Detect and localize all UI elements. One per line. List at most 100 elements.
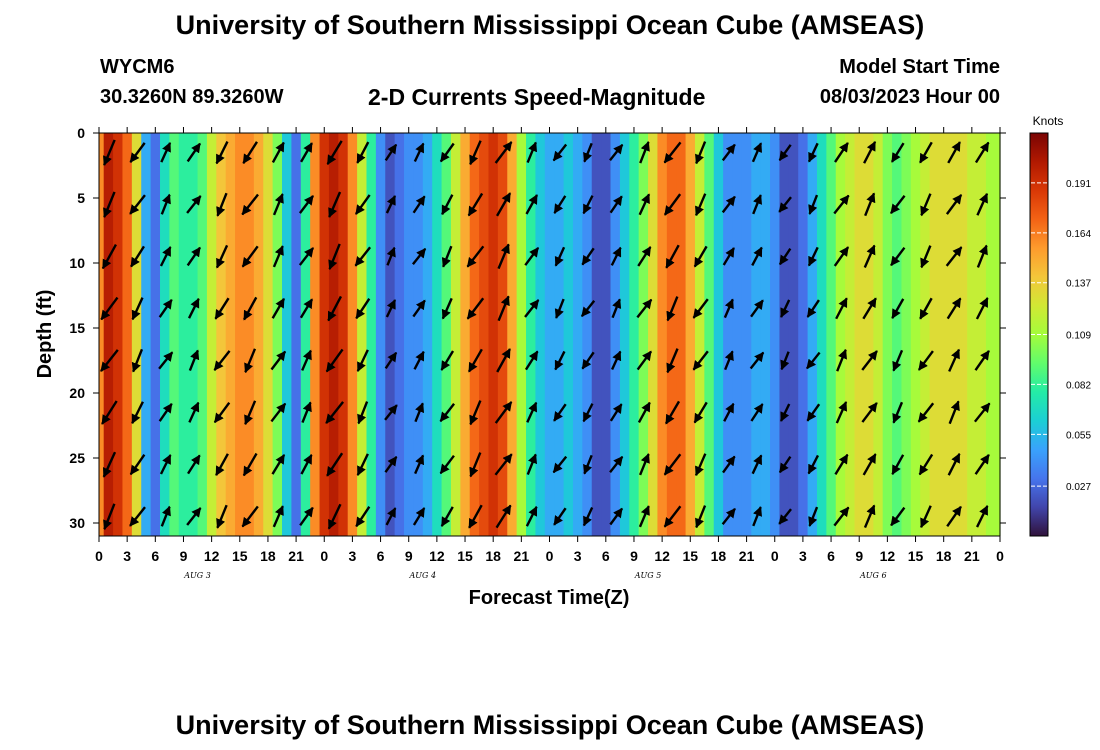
x-axis-title: Forecast Time(Z) <box>469 587 630 609</box>
x-tick-label: 6 <box>377 548 385 564</box>
heatmap-cell <box>704 133 715 536</box>
heatmap-cell <box>122 133 133 536</box>
current-arrow <box>552 455 568 474</box>
current-arrow <box>524 350 539 371</box>
x-tick-label: 18 <box>485 548 501 564</box>
current-arrow <box>385 195 397 214</box>
current-arrow <box>554 350 566 371</box>
heatmap-cell <box>225 133 236 536</box>
current-arrow <box>917 350 934 371</box>
current-arrow <box>100 349 119 372</box>
current-arrow <box>469 400 482 426</box>
current-arrow <box>948 348 961 372</box>
current-arrow <box>833 246 850 267</box>
current-arrow <box>636 350 653 371</box>
heatmap-cell <box>413 133 424 536</box>
heatmap-cell <box>638 133 649 536</box>
current-arrow <box>663 505 682 528</box>
current-arrow <box>862 453 877 476</box>
current-arrow <box>385 507 397 526</box>
current-arrow <box>976 244 988 268</box>
current-arrow <box>384 404 398 421</box>
current-arrow <box>581 247 595 266</box>
heatmap-cell <box>150 133 161 536</box>
current-arrow <box>129 142 146 163</box>
current-arrow <box>272 505 284 528</box>
current-arrow <box>469 140 482 166</box>
current-arrow <box>441 297 453 320</box>
current-arrow <box>130 245 145 268</box>
current-arrow <box>469 452 482 478</box>
current-arrow <box>920 505 932 529</box>
current-arrow <box>947 452 961 476</box>
current-arrow <box>750 299 764 318</box>
heatmap-cell <box>854 133 865 536</box>
model-start-label: Model Start Time <box>839 56 1000 78</box>
current-arrow <box>413 142 425 162</box>
y-tick-label: 0 <box>77 125 85 141</box>
colorbar-tick-label: 0.055 <box>1066 430 1091 441</box>
heatmap-cell <box>985 133 996 536</box>
heatmap-cell <box>798 133 809 536</box>
heatmap-cell <box>845 133 856 536</box>
x-tick-label: 21 <box>964 548 980 564</box>
current-arrow <box>583 142 593 163</box>
x-tick-label: 0 <box>996 548 1004 564</box>
current-arrow <box>101 244 117 270</box>
current-arrow <box>411 247 427 266</box>
current-arrow <box>495 192 512 217</box>
current-arrow <box>694 453 707 477</box>
x-tick-label: 9 <box>855 548 863 564</box>
current-arrow <box>778 144 792 161</box>
y-tick-label: 10 <box>69 255 85 271</box>
current-arrow <box>920 193 932 217</box>
current-arrow <box>466 297 485 320</box>
heatmap-cell <box>976 133 987 536</box>
current-arrow <box>327 503 342 530</box>
current-arrow <box>467 348 483 373</box>
heatmap-cell <box>394 133 405 536</box>
current-arrow <box>356 349 369 372</box>
heatmap-cell <box>816 133 827 536</box>
heatmap-cell <box>319 133 330 536</box>
current-arrow <box>158 298 173 318</box>
current-arrow <box>920 245 932 269</box>
current-arrow <box>215 453 229 477</box>
current-arrow <box>724 350 734 371</box>
current-arrow <box>328 243 341 271</box>
x-tick-label: 9 <box>180 548 188 564</box>
current-arrow <box>384 456 398 473</box>
current-arrow <box>722 455 736 474</box>
colorbar-tick-label: 0.164 <box>1066 229 1091 240</box>
current-arrow <box>354 194 371 215</box>
heatmap-cell <box>741 133 752 536</box>
x-tick-label: 15 <box>457 548 473 564</box>
current-arrow <box>160 193 171 215</box>
current-arrow <box>693 245 708 268</box>
heatmap-cell <box>713 133 724 536</box>
current-arrow <box>129 453 146 476</box>
current-arrow <box>357 401 369 425</box>
heatmap-cell <box>197 133 208 536</box>
current-arrow <box>356 453 369 476</box>
current-arrow <box>890 142 905 163</box>
current-arrow <box>890 246 906 267</box>
x-tick-label: 3 <box>349 548 357 564</box>
current-arrow <box>974 141 990 164</box>
current-arrow <box>582 506 594 527</box>
x-tick-label: 18 <box>936 548 952 564</box>
current-arrow <box>300 454 313 475</box>
heatmap-cell <box>507 133 518 536</box>
current-arrow <box>609 507 624 526</box>
current-arrow <box>695 141 707 165</box>
current-arrow <box>862 297 877 320</box>
current-arrow <box>664 400 681 425</box>
current-arrow <box>271 141 285 163</box>
current-arrow <box>187 297 200 319</box>
day-label: AUG 5 <box>634 571 662 580</box>
heatmap-cell <box>422 133 433 536</box>
current-arrow <box>159 246 172 267</box>
heatmap-cell <box>563 133 574 536</box>
current-arrow <box>131 297 144 321</box>
current-arrow <box>663 193 682 216</box>
